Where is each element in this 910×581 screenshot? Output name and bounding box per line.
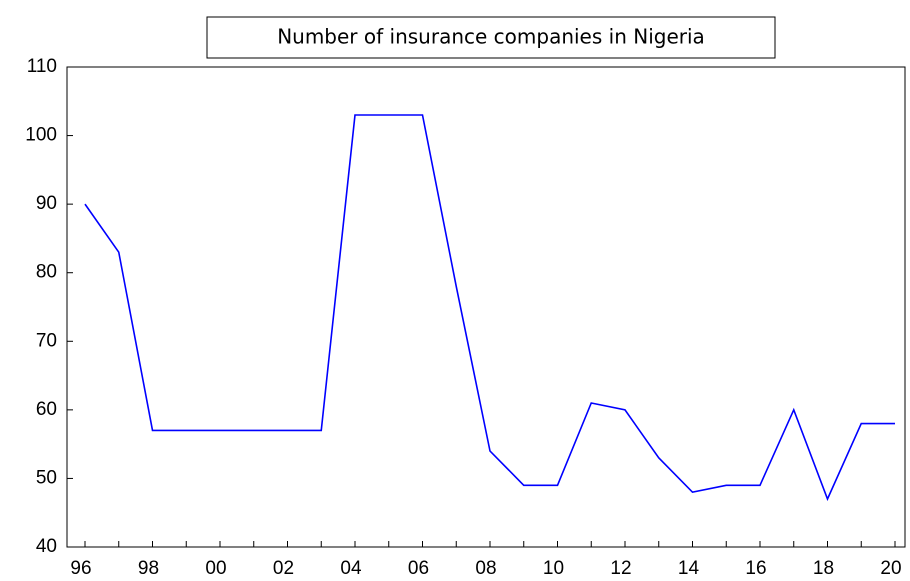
x-tick-label: 20 bbox=[880, 558, 901, 579]
y-tick-label: 100 bbox=[25, 125, 57, 146]
x-tick-label: 16 bbox=[745, 558, 766, 579]
x-tick-label: 02 bbox=[273, 558, 294, 579]
x-tick-label: 14 bbox=[678, 558, 700, 579]
x-tick-label: 18 bbox=[813, 558, 834, 579]
chart-title: Number of insurance companies in Nigeria bbox=[277, 25, 705, 49]
x-tick-label: 12 bbox=[610, 558, 631, 579]
data-line bbox=[84, 114, 895, 502]
y-tick-label: 70 bbox=[36, 330, 57, 351]
title-box bbox=[206, 16, 776, 59]
y-tick-label: 60 bbox=[36, 399, 57, 420]
y-tick-label: 110 bbox=[27, 56, 57, 77]
y-tick-label: 50 bbox=[36, 467, 57, 488]
x-tick-label: 98 bbox=[138, 558, 159, 579]
x-tick-label: 00 bbox=[205, 558, 226, 579]
y-tick-label: 40 bbox=[36, 536, 57, 557]
x-tick-label: 06 bbox=[408, 558, 429, 579]
y-tick-label: 90 bbox=[36, 193, 57, 214]
plot-frame bbox=[66, 66, 906, 548]
y-tick-label: 80 bbox=[36, 262, 57, 283]
x-tick-label: 08 bbox=[475, 558, 496, 579]
x-tick-label: 96 bbox=[70, 558, 91, 579]
x-tick-label: 10 bbox=[543, 558, 564, 579]
x-tick-label: 04 bbox=[340, 558, 362, 579]
